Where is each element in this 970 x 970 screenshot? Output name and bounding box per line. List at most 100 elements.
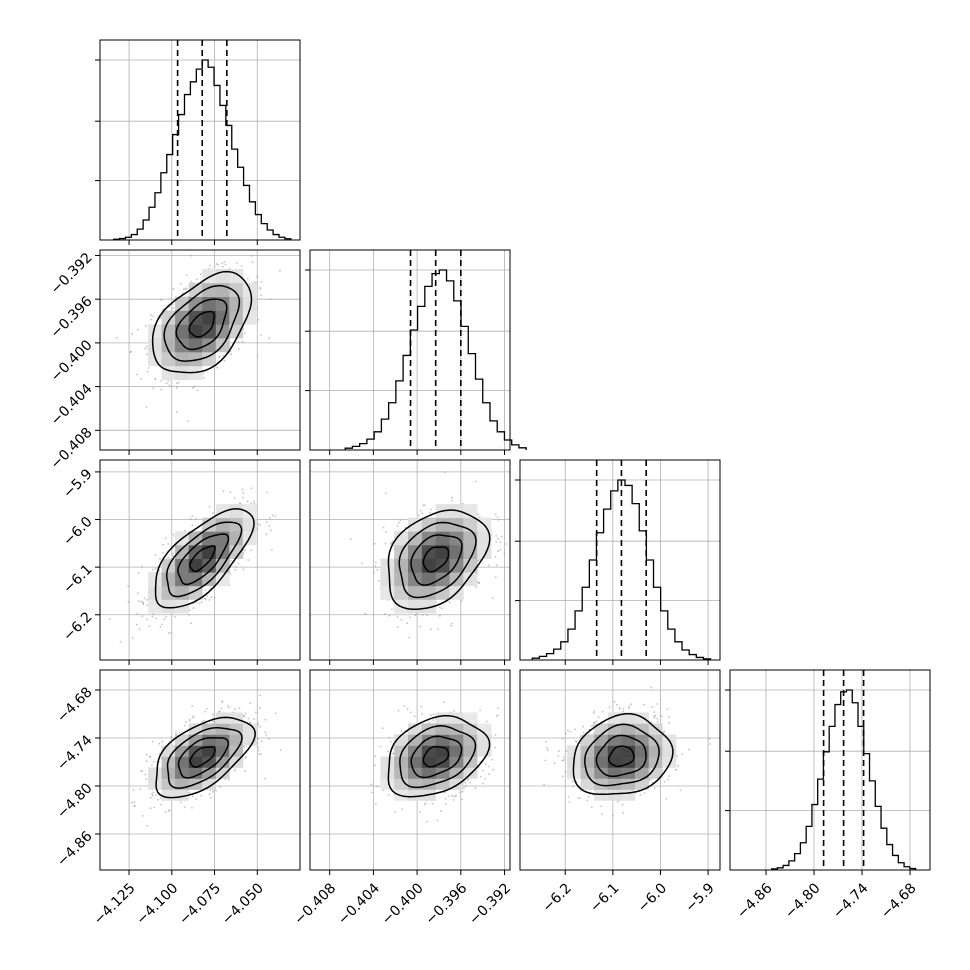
panel-1-0-ytick-label-4: −0.392	[48, 250, 96, 298]
density-cell	[161, 572, 176, 587]
scatter-point	[131, 801, 133, 804]
scatter-point	[205, 707, 208, 710]
contour-1-0-1	[175, 298, 228, 351]
density-cell	[229, 734, 244, 746]
density-cell	[202, 531, 217, 546]
scatter-point	[497, 714, 499, 716]
scatter-point	[270, 529, 272, 532]
scatter-point	[444, 803, 447, 805]
scatter-point	[142, 603, 145, 606]
scatter-point	[145, 778, 148, 781]
density-cell	[215, 282, 230, 297]
scatter-point	[593, 710, 596, 712]
density-cell	[242, 723, 257, 735]
density-cell	[229, 324, 244, 339]
density-cell	[463, 572, 478, 587]
density-cell	[175, 545, 189, 559]
scatter-point	[563, 756, 566, 759]
scatter-point	[279, 749, 282, 751]
panel-1-0-ytick-label-2: −0.400	[48, 337, 96, 385]
scatter-point	[230, 560, 232, 562]
scatter-point	[199, 273, 202, 276]
scatter-point	[628, 707, 630, 709]
scatter-point	[572, 785, 574, 788]
scatter-point	[269, 517, 271, 519]
scatter-point	[235, 262, 238, 264]
scatter-point	[403, 705, 406, 707]
scatter-point	[260, 753, 262, 755]
scatter-point	[448, 601, 451, 604]
scatter-point	[144, 325, 147, 328]
density-cell	[662, 745, 677, 757]
scatter-point	[409, 711, 412, 714]
density-cell	[463, 723, 478, 735]
scatter-point	[676, 755, 678, 757]
scatter-point	[131, 332, 134, 335]
scatter-point	[460, 600, 463, 602]
density-cell	[202, 558, 217, 573]
scatter-point	[474, 787, 477, 790]
scatter-point	[421, 713, 424, 715]
scatter-point	[164, 811, 167, 813]
density-cell	[148, 572, 162, 587]
density-cell	[594, 778, 609, 790]
scatter-point	[234, 708, 237, 711]
scatter-point	[450, 624, 452, 627]
scatter-point	[168, 384, 171, 387]
density-cell	[477, 734, 492, 746]
scatter-point	[617, 800, 619, 803]
scatter-point	[427, 721, 430, 724]
scatter-point	[233, 770, 236, 772]
scatter-point	[140, 600, 143, 603]
scatter-point	[160, 388, 163, 391]
scatter-point	[144, 773, 147, 776]
density-cell	[215, 756, 230, 768]
scatter-point	[404, 526, 407, 529]
density-cell	[408, 531, 423, 546]
scatter-point	[148, 625, 151, 627]
density-cell	[175, 338, 189, 353]
scatter-point	[364, 612, 367, 615]
scatter-point	[482, 782, 484, 785]
scatter-point	[183, 806, 186, 808]
scatter-point	[184, 724, 186, 727]
scatter-point	[426, 820, 429, 823]
scatter-point	[503, 553, 506, 555]
scatter-point	[613, 700, 616, 703]
density-cell	[607, 734, 622, 746]
scatter-point	[135, 623, 138, 626]
scatter-point	[264, 718, 267, 721]
scatter-point	[564, 771, 567, 773]
hist-3-xtick-label-0: −4.86	[734, 880, 776, 922]
scatter-point	[145, 406, 148, 408]
histogram-panel-3	[725, 669, 931, 871]
scatter-point	[553, 762, 556, 765]
density-cell	[188, 767, 203, 779]
contour-1-0-2	[163, 284, 241, 362]
scatter-point	[424, 803, 426, 806]
scatter-point	[146, 604, 149, 606]
scatter-point	[265, 491, 268, 494]
scatter-point	[245, 755, 248, 758]
scatter-point	[243, 746, 246, 748]
density-cell	[215, 324, 230, 339]
contour-3-2-1	[595, 734, 647, 778]
density-cell	[161, 585, 176, 600]
scatter-point	[387, 793, 390, 796]
scatter-point	[394, 811, 396, 814]
scatter-point	[148, 755, 151, 758]
scatter-point	[432, 713, 435, 715]
scatter-point	[656, 703, 659, 705]
scatter-point	[461, 790, 464, 793]
density-cell	[175, 778, 189, 790]
scatter-point	[450, 794, 453, 797]
panel-frame-3-2	[519, 669, 721, 871]
scatter-point	[408, 636, 411, 639]
scatter-point	[388, 736, 391, 739]
scatter-point	[420, 705, 423, 708]
density-cell	[408, 599, 423, 614]
scatter-point	[160, 299, 162, 301]
scatter-point	[406, 708, 409, 710]
scatter-point	[591, 806, 593, 808]
